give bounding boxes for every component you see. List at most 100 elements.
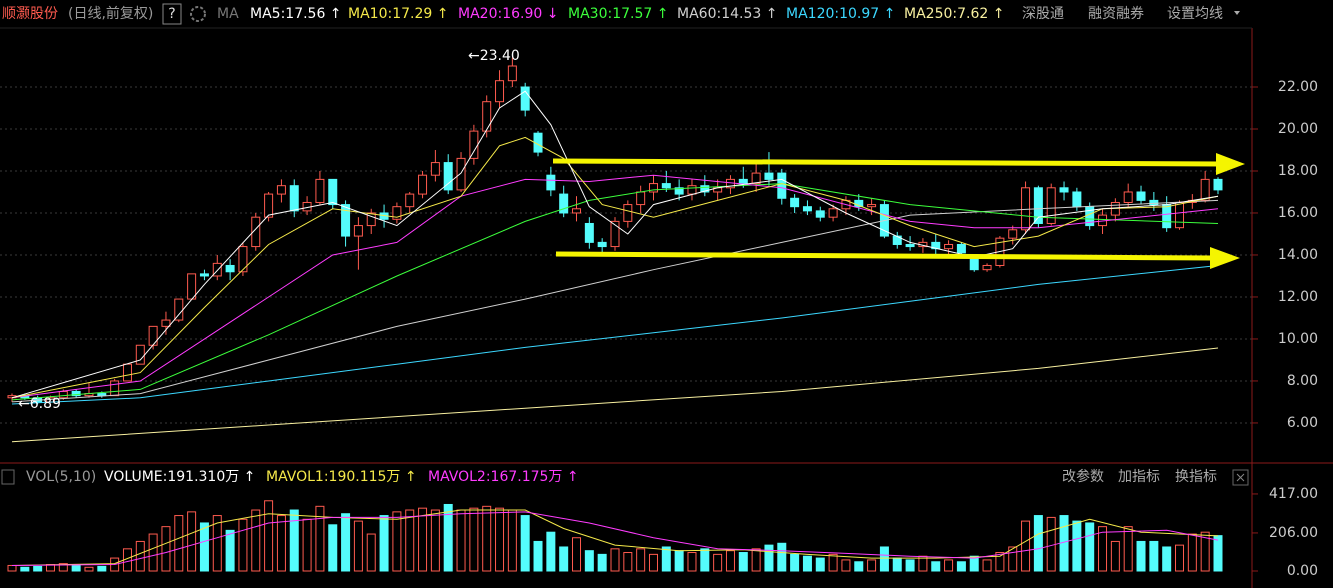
legend-item: VOL(5,10) — [26, 469, 96, 485]
candle-body — [828, 208, 838, 218]
volume-bar — [366, 533, 376, 572]
volume-bar — [302, 518, 312, 572]
volume-bar — [1085, 522, 1095, 572]
volume-bar — [1021, 520, 1031, 572]
stock-name[interactable]: 顺灏股份 — [2, 5, 58, 22]
volume-bar — [7, 564, 17, 572]
candle-body — [687, 185, 697, 195]
ma-line — [11, 136, 1219, 399]
volume-bar — [174, 515, 184, 572]
candle-body — [1162, 204, 1172, 229]
volume-bar — [135, 540, 145, 572]
arrow-head — [1210, 247, 1240, 269]
volume-bar — [84, 566, 94, 572]
candle-body — [110, 380, 120, 397]
volume-bar — [264, 500, 274, 572]
button[interactable]: 融资融券 — [1088, 6, 1144, 22]
button[interactable]: 设置均线 — [1167, 6, 1223, 22]
volume-bar — [905, 559, 915, 572]
volume-bar — [507, 509, 517, 572]
trend-line — [555, 251, 1215, 261]
y-tick-label: 22.00 — [1278, 79, 1318, 95]
period[interactable]: (日线,前复权) — [68, 5, 153, 22]
candle-body — [546, 174, 556, 191]
candle-body — [315, 178, 325, 203]
volume-bar — [238, 518, 248, 572]
candle-body — [648, 183, 658, 193]
candle-body — [187, 273, 197, 300]
button[interactable]: 深股通 — [1022, 6, 1064, 22]
help-box[interactable] — [162, 3, 182, 25]
candle-body — [584, 222, 594, 243]
candle-body — [71, 390, 81, 397]
y-tick-label: 16.00 — [1278, 205, 1318, 221]
close-pane[interactable] — [1232, 469, 1249, 486]
candle-body — [430, 162, 440, 176]
candle-body — [328, 178, 338, 206]
volume-bar — [931, 561, 941, 572]
button[interactable]: 加指标 — [1118, 469, 1160, 485]
volume-bar — [33, 565, 43, 572]
volume-bar — [418, 507, 428, 572]
volume-bar — [187, 511, 197, 572]
candle-body — [700, 185, 710, 193]
volume-bar — [944, 559, 954, 572]
user-drawing — [552, 153, 1245, 269]
candle-body — [623, 204, 633, 222]
candle-body — [815, 210, 825, 218]
candle-body — [251, 216, 261, 248]
volume-bar — [1162, 546, 1172, 572]
volume-bar — [1008, 546, 1018, 572]
legend-item: MA120:10.97 ↑ — [786, 6, 895, 22]
button[interactable]: 改参数 — [1062, 468, 1104, 485]
candle-body — [148, 325, 158, 346]
candle-body — [392, 206, 402, 220]
candle-body — [443, 162, 453, 191]
high-annotation: ←23.40 — [468, 48, 520, 64]
volume-bar — [879, 546, 889, 572]
pane-icon[interactable] — [1, 469, 15, 485]
volume-bar — [1072, 520, 1082, 572]
indicator[interactable]: MA — [217, 6, 239, 22]
candle-body — [456, 157, 466, 191]
candle-body — [122, 363, 132, 382]
settings-icon[interactable] — [190, 6, 206, 22]
candle-body — [520, 86, 530, 111]
volume-bar — [405, 509, 415, 572]
candle-body — [1200, 178, 1210, 201]
candle-body — [1072, 191, 1082, 208]
y-tick-label: 417.00 — [1269, 486, 1318, 502]
candle-body — [982, 264, 992, 271]
candle-body — [161, 319, 171, 327]
volume-bar — [71, 564, 81, 572]
candle-body — [1008, 229, 1018, 239]
volume-bar — [1213, 535, 1223, 572]
volume-bar — [815, 557, 825, 572]
volume-bar — [20, 566, 30, 572]
candle-body — [174, 298, 184, 321]
dropdown-icon[interactable] — [1234, 11, 1240, 15]
candle-body — [1046, 187, 1056, 224]
button[interactable]: 换指标 — [1175, 468, 1217, 485]
volume-bar — [161, 526, 171, 572]
candle-body — [97, 393, 107, 397]
volume-bar — [738, 552, 748, 572]
candle-body — [289, 185, 299, 212]
volume-bar — [430, 509, 440, 572]
candle-body — [944, 243, 954, 250]
volume-bar — [1200, 531, 1210, 572]
candle-body — [1033, 187, 1043, 224]
volume-bar — [802, 555, 812, 572]
close-icon[interactable] — [1236, 473, 1245, 482]
candle-body — [1149, 199, 1159, 206]
candle-body — [238, 246, 248, 273]
volume-bar — [777, 542, 787, 572]
legend-item: VOLUME:191.310万 ↑ — [104, 469, 255, 485]
help[interactable]: ? — [168, 6, 175, 22]
volume-bar — [1123, 526, 1133, 572]
volume-bar — [700, 548, 710, 572]
candle-body — [276, 185, 286, 195]
volume-bar — [97, 565, 107, 572]
candle-body — [969, 258, 979, 271]
